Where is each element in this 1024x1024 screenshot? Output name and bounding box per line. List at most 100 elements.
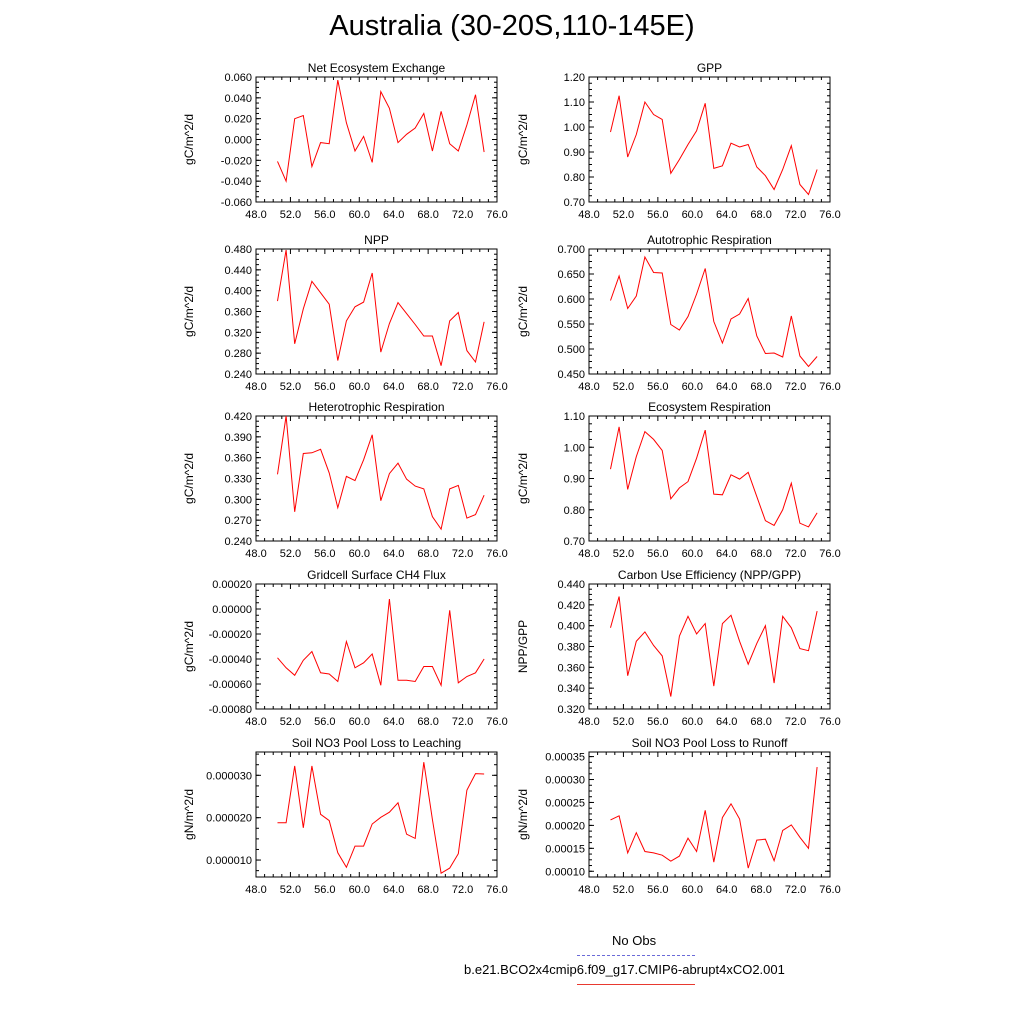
y-tick-label: 0.000010 bbox=[206, 855, 252, 867]
x-tick-label: 68.0 bbox=[417, 716, 438, 728]
x-tick-label: 48.0 bbox=[578, 548, 599, 560]
legend-obs-label: No Obs bbox=[612, 933, 657, 948]
x-tick-label: 48.0 bbox=[245, 209, 266, 221]
x-tick-label: 56.0 bbox=[314, 884, 335, 896]
x-tick-label: 72.0 bbox=[452, 884, 473, 896]
x-tick-label: 64.0 bbox=[716, 209, 737, 221]
y-tick-label: 0.400 bbox=[557, 621, 585, 633]
x-tick-label: 76.0 bbox=[819, 209, 840, 221]
y-axis-label: gC/m^2/d bbox=[182, 114, 196, 165]
x-tick-label: 68.0 bbox=[417, 209, 438, 221]
y-axis-label: gC/m^2/d bbox=[182, 621, 196, 672]
y-tick-label: 1.10 bbox=[564, 97, 585, 109]
y-tick-label: -0.00040 bbox=[209, 654, 252, 666]
chart-panel: 48.0 52.0 56.0 60.0 64.0 68.0 72.0 76.0 0.450 0.5… bbox=[516, 233, 841, 393]
panel-title: GPP bbox=[697, 61, 722, 75]
y-tick-label: 0.240 bbox=[224, 369, 252, 381]
y-tick-label: 1.00 bbox=[564, 122, 585, 134]
y-tick-label: 0.360 bbox=[224, 307, 252, 319]
y-tick-label: 0.70 bbox=[564, 197, 585, 209]
x-tick-label: 56.0 bbox=[647, 381, 668, 393]
y-tick-label: -0.00020 bbox=[209, 629, 252, 641]
x-tick-label: 72.0 bbox=[452, 548, 473, 560]
x-tick-label: 60.0 bbox=[682, 548, 703, 560]
y-axis-label: gC/m^2/d bbox=[516, 114, 530, 165]
y-tick-label: 0.280 bbox=[224, 348, 252, 360]
y-tick-label: 0.90 bbox=[564, 147, 585, 159]
y-tick-label: 0.060 bbox=[224, 72, 252, 84]
y-tick-label: 0.650 bbox=[557, 269, 585, 281]
series-line bbox=[610, 255, 818, 368]
series-line bbox=[277, 80, 485, 184]
y-tick-label: 0.020 bbox=[224, 114, 252, 126]
y-tick-label: 0.000020 bbox=[206, 813, 252, 825]
x-tick-label: 72.0 bbox=[785, 884, 806, 896]
x-tick-label: 64.0 bbox=[383, 381, 404, 393]
plot-frame bbox=[255, 583, 498, 710]
panel-title: Gridcell Surface CH4 Flux bbox=[307, 568, 446, 582]
y-tick-label: 0.340 bbox=[557, 683, 585, 695]
x-tick-label: 68.0 bbox=[750, 716, 771, 728]
x-tick-label: 68.0 bbox=[417, 548, 438, 560]
x-tick-label: 72.0 bbox=[785, 381, 806, 393]
x-tick-label: 72.0 bbox=[452, 209, 473, 221]
x-tick-label: 76.0 bbox=[819, 884, 840, 896]
x-tick-label: 72.0 bbox=[452, 381, 473, 393]
y-tick-label: 0.450 bbox=[557, 369, 585, 381]
x-tick-label: 72.0 bbox=[785, 716, 806, 728]
x-tick-label: 48.0 bbox=[578, 381, 599, 393]
x-tick-label: 52.0 bbox=[280, 884, 301, 896]
x-tick-label: 60.0 bbox=[349, 548, 370, 560]
y-tick-label: 0.420 bbox=[557, 600, 585, 612]
y-tick-label: 0.300 bbox=[224, 494, 252, 506]
chart-panel: 48.0 52.0 56.0 60.0 64.0 68.0 72.0 76.0 0.70 0.80… bbox=[516, 400, 841, 560]
x-tick-label: 48.0 bbox=[245, 716, 266, 728]
y-tick-label: -0.00080 bbox=[209, 704, 252, 716]
y-tick-label: -0.00060 bbox=[209, 679, 252, 691]
y-tick-label: 0.500 bbox=[557, 344, 585, 356]
x-tick-label: 64.0 bbox=[383, 548, 404, 560]
x-tick-label: 64.0 bbox=[716, 381, 737, 393]
x-tick-label: 56.0 bbox=[647, 716, 668, 728]
y-tick-label: 0.000 bbox=[224, 135, 252, 147]
y-tick-label: 0.480 bbox=[224, 244, 252, 256]
y-axis-label: gC/m^2/d bbox=[516, 453, 530, 504]
chart-panel: 48.0 52.0 56.0 60.0 64.0 68.0 72.0 76.0 0.000010… bbox=[182, 736, 508, 896]
y-tick-label: 0.360 bbox=[224, 453, 252, 465]
y-tick-label: 0.550 bbox=[557, 319, 585, 331]
y-tick-label: 0.400 bbox=[224, 286, 252, 298]
plot-frame bbox=[588, 248, 831, 375]
x-tick-label: 48.0 bbox=[245, 381, 266, 393]
x-tick-label: 76.0 bbox=[819, 716, 840, 728]
y-tick-label: -0.020 bbox=[221, 155, 252, 167]
x-tick-label: 68.0 bbox=[417, 381, 438, 393]
y-tick-label: 0.00030 bbox=[545, 775, 585, 787]
panel-title: Soil NO3 Pool Loss to Runoff bbox=[632, 736, 789, 750]
x-tick-label: 52.0 bbox=[280, 548, 301, 560]
x-tick-label: 56.0 bbox=[647, 209, 668, 221]
x-tick-label: 76.0 bbox=[486, 548, 507, 560]
x-tick-label: 52.0 bbox=[280, 716, 301, 728]
x-tick-label: 52.0 bbox=[613, 548, 634, 560]
x-tick-label: 64.0 bbox=[383, 716, 404, 728]
y-tick-label: 0.420 bbox=[224, 411, 252, 423]
y-tick-label: 0.390 bbox=[224, 432, 252, 444]
series-line bbox=[277, 415, 485, 531]
y-tick-label: 0.320 bbox=[224, 327, 252, 339]
y-axis-label: gC/m^2/d bbox=[182, 453, 196, 504]
y-tick-label: 0.600 bbox=[557, 294, 585, 306]
y-tick-label: 0.00015 bbox=[545, 843, 585, 855]
y-tick-label: -0.040 bbox=[221, 176, 252, 188]
x-tick-label: 64.0 bbox=[716, 716, 737, 728]
y-tick-label: 1.00 bbox=[564, 442, 585, 454]
y-tick-label: 0.270 bbox=[224, 515, 252, 527]
panel-title: Autotrophic Respiration bbox=[647, 233, 772, 247]
chart-panel: 48.0 52.0 56.0 60.0 64.0 68.0 72.0 76.0 0.70 0.80… bbox=[516, 61, 841, 221]
series-line bbox=[277, 762, 485, 875]
series-line bbox=[610, 596, 818, 697]
y-tick-label: 0.00025 bbox=[545, 797, 585, 809]
x-tick-label: 48.0 bbox=[578, 884, 599, 896]
x-tick-label: 56.0 bbox=[314, 548, 335, 560]
y-tick-label: 0.360 bbox=[557, 662, 585, 674]
